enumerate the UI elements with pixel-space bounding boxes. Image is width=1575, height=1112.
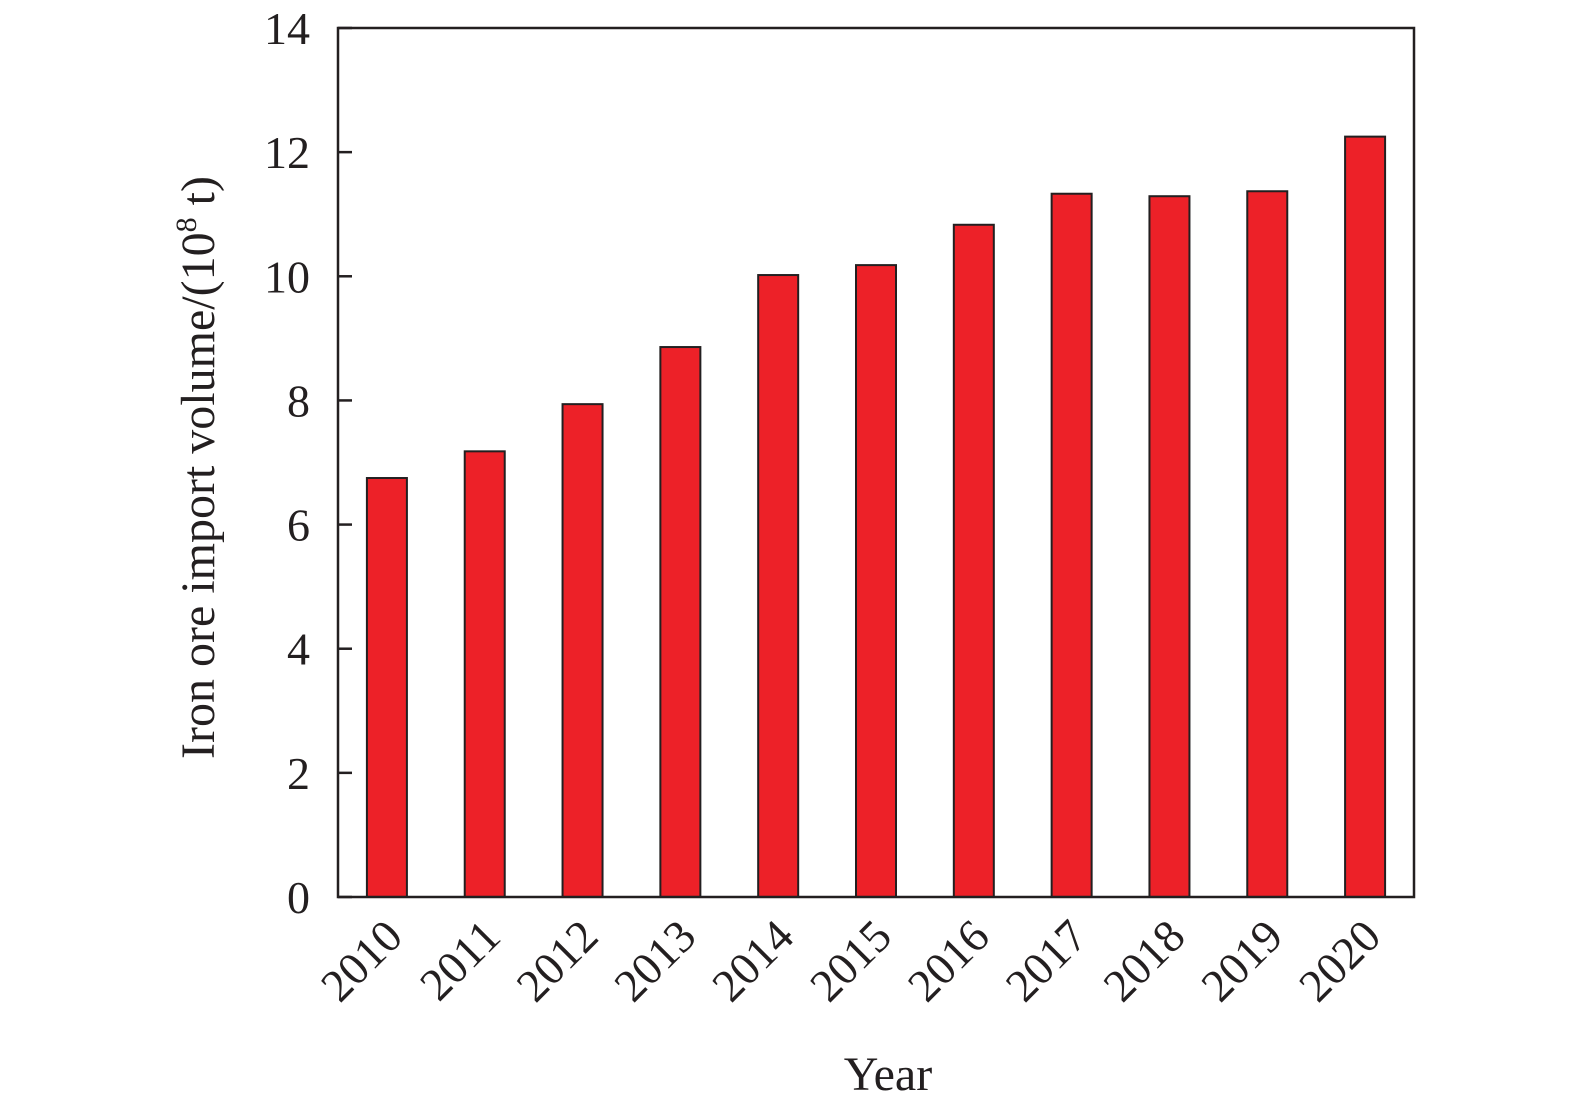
y-tick-label-2: 2 bbox=[287, 748, 310, 799]
y-tick-label-4: 4 bbox=[287, 624, 310, 675]
y-tick-label-10: 10 bbox=[264, 251, 310, 302]
y-tick-label-8: 8 bbox=[287, 375, 310, 426]
y-tick-label-12: 12 bbox=[264, 127, 310, 178]
bar-2019 bbox=[1246, 190, 1289, 898]
y-tick-label-6: 6 bbox=[287, 500, 310, 551]
x-tick-label-2019: 2019 bbox=[1191, 910, 1292, 1011]
y-tick-label-0: 0 bbox=[287, 872, 310, 923]
bar-2017 bbox=[1050, 192, 1093, 898]
x-tick-label-2011: 2011 bbox=[410, 910, 510, 1010]
y-axis-title-superscript: 8 bbox=[170, 217, 203, 232]
bars-group bbox=[365, 135, 1387, 899]
x-axis-title: Year bbox=[844, 1048, 932, 1101]
x-tick-label-2016: 2016 bbox=[898, 910, 999, 1011]
y-tick-label-14: 14 bbox=[264, 3, 310, 54]
x-tick-label-2014: 2014 bbox=[702, 910, 803, 1011]
bar-2013 bbox=[659, 346, 702, 899]
bar-2010 bbox=[365, 477, 408, 898]
y-axis-ticks: 0 2 4 6 8 10 12 14 bbox=[264, 3, 352, 923]
y-axis-title-prefix: Iron ore import volume/(10 bbox=[172, 232, 225, 759]
x-tick-label-2020: 2020 bbox=[1289, 910, 1390, 1011]
bar-2018 bbox=[1148, 195, 1191, 899]
bar-2011 bbox=[463, 450, 506, 898]
y-axis-title: Iron ore import volume/(108 t) bbox=[170, 176, 225, 759]
x-tick-label-2017: 2017 bbox=[996, 910, 1097, 1011]
x-tick-label-2013: 2013 bbox=[604, 910, 705, 1011]
bar-2020 bbox=[1344, 135, 1387, 898]
bar-2016 bbox=[952, 223, 995, 899]
x-tick-label-2010: 2010 bbox=[311, 910, 412, 1011]
plot-frame bbox=[336, 26, 1416, 899]
x-tick-label-2015: 2015 bbox=[800, 910, 901, 1011]
x-tick-label-2018: 2018 bbox=[1093, 910, 1194, 1011]
bar-2012 bbox=[561, 403, 604, 898]
x-axis-ticks: 2010201120122013201420152016201720182019… bbox=[311, 910, 1390, 1011]
bar-2014 bbox=[757, 274, 800, 898]
bar-2015 bbox=[855, 264, 897, 898]
y-axis-title-suffix: t) bbox=[172, 176, 225, 217]
x-tick-label-2012: 2012 bbox=[507, 910, 608, 1011]
